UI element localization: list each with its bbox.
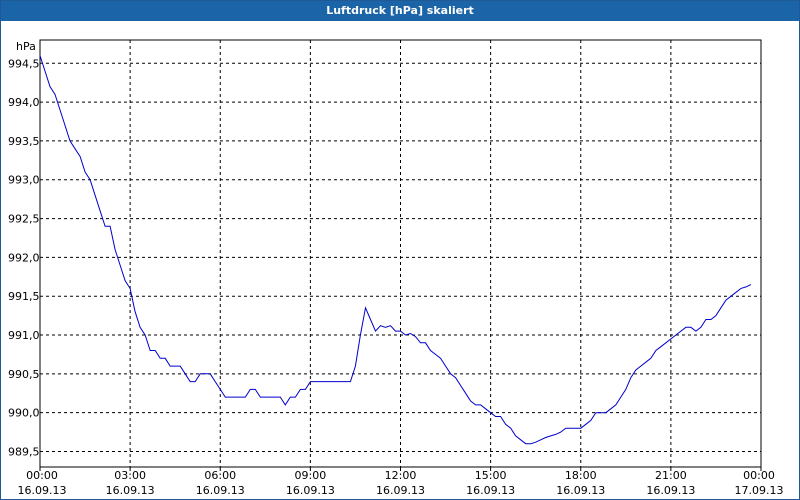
x-tick-date-label: 16.09.13 xyxy=(286,484,335,497)
series-line-luftdruck xyxy=(39,55,752,445)
grid xyxy=(40,40,761,467)
y-tick-label: 993,0 xyxy=(8,174,40,187)
x-tick-time-label: 03:00 xyxy=(114,469,146,482)
x-tick-time-label: 09:00 xyxy=(295,469,327,482)
x-tick-date-label: 16.09.13 xyxy=(556,484,605,497)
x-tick-time-label: 21:00 xyxy=(655,469,687,482)
x-tick-time-label: 06:00 xyxy=(204,469,236,482)
x-tick-date-label: 16.09.13 xyxy=(106,484,155,497)
x-tick-date-label: 16.09.13 xyxy=(466,484,515,497)
y-axis-label: hPa xyxy=(16,40,36,53)
chart-title: Luftdruck [hPa] skaliert xyxy=(1,1,799,21)
x-tick-time-label: 00:00 xyxy=(26,469,58,482)
x-tick-time-label: 12:00 xyxy=(385,469,417,482)
x-tick-date-label: 16.09.13 xyxy=(376,484,425,497)
y-tick-label: 990,5 xyxy=(8,368,40,381)
y-tick-label: 990,0 xyxy=(8,407,40,420)
x-tick-time-label: 18:00 xyxy=(565,469,597,482)
y-tick-label: 994,0 xyxy=(8,96,40,109)
x-tick-time-label: 15:00 xyxy=(475,469,507,482)
y-tick-label: 991,0 xyxy=(8,329,40,342)
x-tick-date-label: 17.09.13 xyxy=(735,484,784,497)
series-group xyxy=(39,55,752,445)
y-tick-label: 992,0 xyxy=(8,251,40,264)
x-tick-date-label: 16.09.13 xyxy=(18,484,67,497)
x-tick-date-label: 16.09.13 xyxy=(196,484,245,497)
y-tick-label: 993,5 xyxy=(8,135,40,148)
y-tick-label: 994,5 xyxy=(8,57,40,70)
x-tick-time-label: 00:00 xyxy=(743,469,775,482)
x-tick-date-label: 16.09.13 xyxy=(646,484,695,497)
y-tick-label: 991,5 xyxy=(8,290,40,303)
y-axis-ticks: 994,5 994,0 993,5 993,0 992,5 992,0 991,5 991,0… xyxy=(8,57,40,458)
y-tick-label: 992,5 xyxy=(8,213,40,226)
x-axis-ticks: 00:00 16.09.13 03:00 16.09.13 06:00 16.09.13 0… xyxy=(18,467,784,497)
y-tick-label: 989,5 xyxy=(8,445,40,458)
